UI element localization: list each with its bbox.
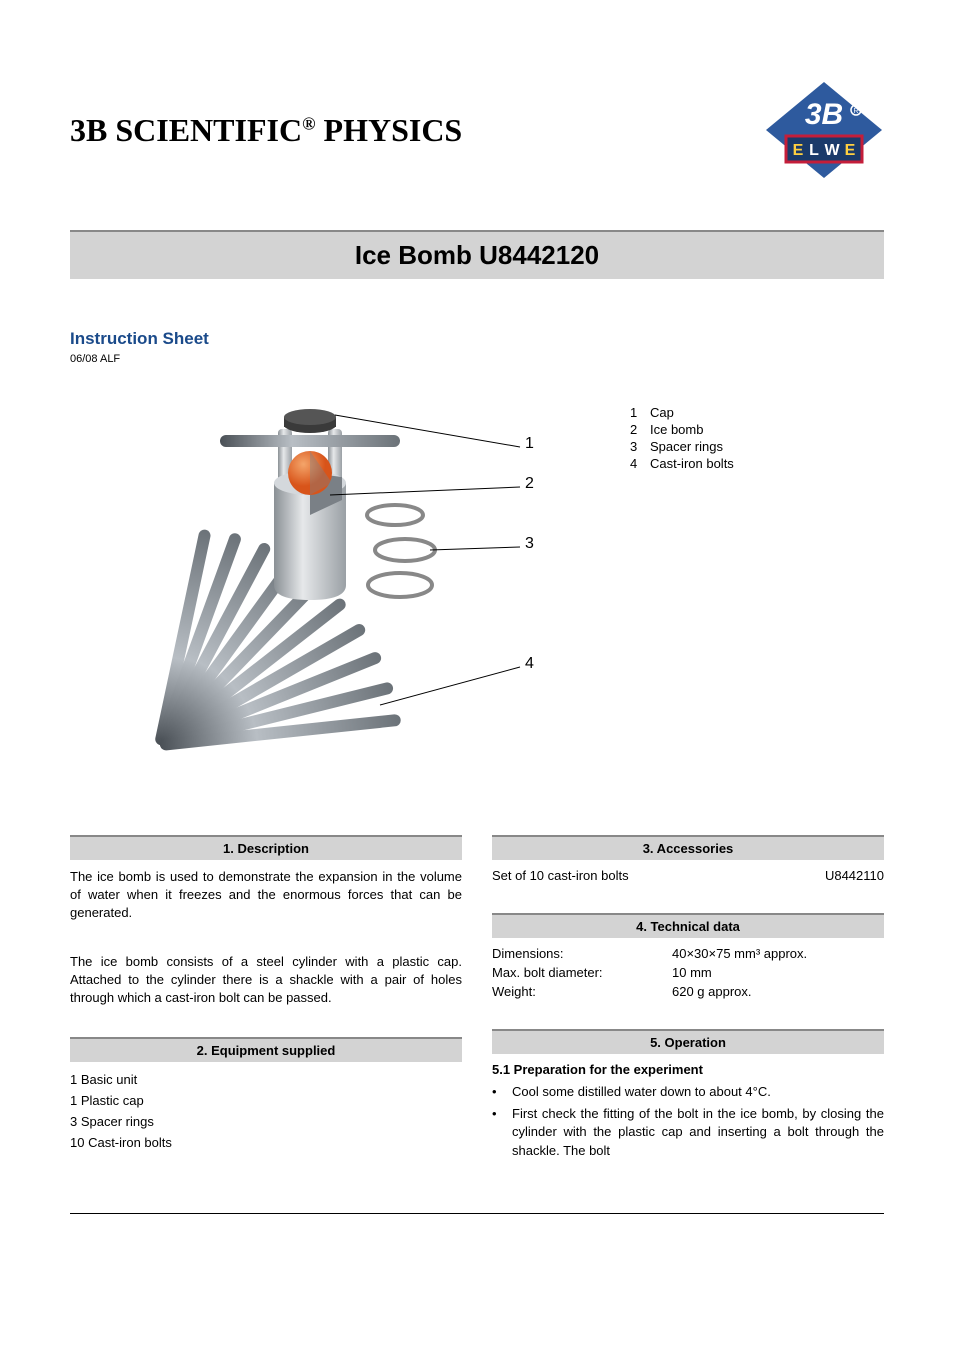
accessory-value: U8442110 xyxy=(825,868,884,883)
equipment-item: 1 Basic unit xyxy=(70,1070,462,1091)
legend-label: Ice bomb xyxy=(650,422,703,437)
operation-subheading: 5.1 Preparation for the experiment xyxy=(492,1062,884,1077)
content-columns: 1. Description The ice bomb is used to d… xyxy=(70,835,884,1183)
legend-num: 2 xyxy=(630,422,650,437)
description-para1: The ice bomb is used to demonstrate the … xyxy=(70,868,462,923)
instruction-code: 06/08 ALF xyxy=(70,353,884,365)
accessory-label: Set of 10 cast-iron bolts xyxy=(492,868,825,883)
svg-text:L: L xyxy=(809,142,819,159)
title-band: Ice Bomb U8442120 xyxy=(70,230,884,279)
tech-value: 40×30×75 mm³ approx. xyxy=(672,946,807,961)
callout-2: 2 xyxy=(525,475,534,493)
bullet-marker-icon: • xyxy=(492,1105,512,1160)
svg-text:W: W xyxy=(824,142,840,159)
tech-table: Dimensions: 40×30×75 mm³ approx. Max. bo… xyxy=(492,946,884,999)
spacer-rings xyxy=(367,505,435,597)
left-column: 1. Description The ice bomb is used to d… xyxy=(70,835,462,1183)
section-header-accessories: 3. Accessories xyxy=(492,835,884,860)
tech-value: 10 mm xyxy=(672,965,712,980)
diagram-container: 1 2 3 4 xyxy=(130,385,570,785)
callout-4: 4 xyxy=(525,655,534,673)
callout-3: 3 xyxy=(525,535,534,553)
tech-row: Dimensions: 40×30×75 mm³ approx. xyxy=(492,946,884,961)
bullet-item: • First check the fitting of the bolt in… xyxy=(492,1105,884,1160)
bullet-text: First check the fitting of the bolt in t… xyxy=(512,1105,884,1160)
bullet-marker-icon: • xyxy=(492,1083,512,1101)
right-column: 3. Accessories Set of 10 cast-iron bolts… xyxy=(492,835,884,1183)
section-header-operation: 5. Operation xyxy=(492,1029,884,1054)
tech-row: Max. bolt diameter: 10 mm xyxy=(492,965,884,980)
description-para2: The ice bomb consists of a steel cylinde… xyxy=(70,953,462,1008)
legend-row: 2 Ice bomb xyxy=(630,422,734,437)
title-text: Ice Bomb U8442120 xyxy=(355,240,599,270)
tech-label: Max. bolt diameter: xyxy=(492,965,672,980)
accessory-row: Set of 10 cast-iron bolts U8442110 xyxy=(492,868,884,883)
legend-label: Cap xyxy=(650,405,674,420)
legend-row: 1 Cap xyxy=(630,405,734,420)
brand-reg: ® xyxy=(302,113,315,133)
diagram-row: 1 2 3 4 1 Cap 2 Ice bomb 3 Spacer rings … xyxy=(70,385,884,785)
section-header-technical: 4. Technical data xyxy=(492,913,884,938)
legend-num: 4 xyxy=(630,456,650,471)
brand-after: PHYSICS xyxy=(316,112,463,148)
equipment-item: 3 Spacer rings xyxy=(70,1112,462,1133)
svg-text:E: E xyxy=(793,142,804,159)
equipment-list: 1 Basic unit 1 Plastic cap 3 Spacer ring… xyxy=(70,1070,462,1153)
footer-line xyxy=(70,1213,884,1214)
legend-label: Spacer rings xyxy=(650,439,723,454)
bullet-text: Cool some distilled water down to about … xyxy=(512,1083,771,1101)
tech-label: Dimensions: xyxy=(492,946,672,961)
tech-label: Weight: xyxy=(492,984,672,999)
header-row: 3B SCIENTIFIC® PHYSICS 3B R E L W E xyxy=(70,80,884,180)
equipment-item: 1 Plastic cap xyxy=(70,1091,462,1112)
legend-num: 1 xyxy=(630,405,650,420)
instruction-sheet-label: Instruction Sheet xyxy=(70,329,884,349)
operation-bullets: • Cool some distilled water down to abou… xyxy=(492,1083,884,1160)
legend-row: 4 Cast-iron bolts xyxy=(630,456,734,471)
equipment-item: 10 Cast-iron bolts xyxy=(70,1133,462,1154)
brand-logo: 3B R E L W E xyxy=(764,80,884,180)
section-header-equipment: 2. Equipment supplied xyxy=(70,1037,462,1062)
brand-title: 3B SCIENTIFIC® PHYSICS xyxy=(70,112,462,149)
tech-value: 620 g approx. xyxy=(672,984,752,999)
bullet-item: • Cool some distilled water down to abou… xyxy=(492,1083,884,1101)
legend-label: Cast-iron bolts xyxy=(650,456,734,471)
callout-1: 1 xyxy=(525,435,534,453)
svg-text:E: E xyxy=(845,142,856,159)
svg-text:R: R xyxy=(853,108,858,115)
section-header-description: 1. Description xyxy=(70,835,462,860)
legend-row: 3 Spacer rings xyxy=(630,439,734,454)
tech-row: Weight: 620 g approx. xyxy=(492,984,884,999)
svg-text:3B: 3B xyxy=(805,98,843,131)
legend-container: 1 Cap 2 Ice bomb 3 Spacer rings 4 Cast-i… xyxy=(630,405,734,473)
legend-num: 3 xyxy=(630,439,650,454)
brand-before: 3B SCIENTIFIC xyxy=(70,112,302,148)
